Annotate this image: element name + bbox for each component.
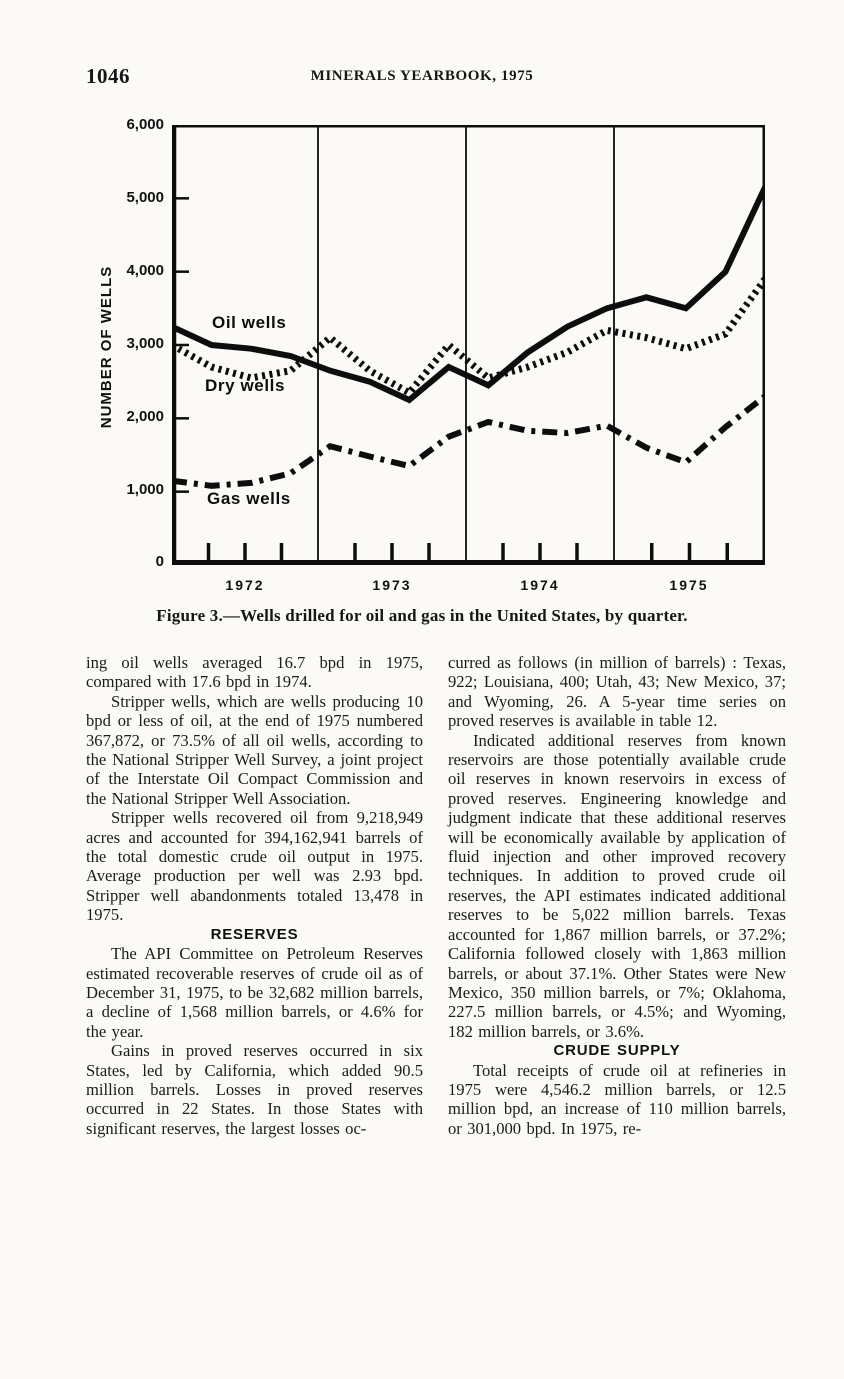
y-tick-label: 1,000 xyxy=(126,481,164,498)
x-tick-label-1972: 1972 xyxy=(225,577,265,593)
right-column: curred as follows (in million of barrels… xyxy=(448,653,786,1138)
paragraph: Stripper wells, which are wells producin… xyxy=(86,691,423,808)
running-title: MINERALS YEARBOOK, 1975 xyxy=(310,68,534,84)
paragraph: Indicated additional reserves from known… xyxy=(448,730,786,1041)
left-column: ing oil wells averaged 16.7 bpd in 1975,… xyxy=(86,653,423,1138)
paragraph: Gains in proved reserves occurred in six… xyxy=(86,1041,423,1138)
paragraph: ing oil wells averaged 16.7 bpd in 1975,… xyxy=(86,653,423,692)
series-label-dry-wells: Dry wells xyxy=(205,376,286,395)
y-tick-label: 6,000 xyxy=(126,116,164,133)
series-line-gas-wells xyxy=(172,393,765,489)
y-tick-label: 2,000 xyxy=(126,408,164,425)
section-heading-crude-supply: CRUDE SUPPLY xyxy=(553,1042,681,1060)
x-tick-label-1975: 1975 xyxy=(669,577,709,593)
series-label-gas-wells: Gas wells xyxy=(207,489,291,508)
series-line-oil-wells xyxy=(172,186,765,404)
y-tick-label: 4,000 xyxy=(126,262,164,279)
paragraph: curred as follows (in million of barrels… xyxy=(448,653,786,731)
wells-drilled-line-chart xyxy=(172,125,765,565)
page-number: 1046 xyxy=(86,64,130,88)
x-tick-label-1973: 1973 xyxy=(372,577,412,593)
figure-caption: Figure 3.—Wells drilled for oil and gas … xyxy=(156,606,688,625)
x-tick-label-1974: 1974 xyxy=(520,577,560,593)
series-label-oil-wells: Oil wells xyxy=(212,313,287,332)
y-tick-label: 0 xyxy=(155,553,164,570)
paragraph: Stripper wells recovered oil from 9,218,… xyxy=(86,808,423,925)
paragraph: The API Committee on Petroleum Reserves … xyxy=(86,944,423,1041)
paragraph: Total receipts of crude oil at refinerie… xyxy=(448,1060,786,1138)
y-tick-label: 3,000 xyxy=(126,335,164,352)
section-heading-reserves: RESERVES xyxy=(210,925,299,943)
y-tick-label: 5,000 xyxy=(126,189,164,206)
series-line-dry-wells xyxy=(172,276,765,398)
